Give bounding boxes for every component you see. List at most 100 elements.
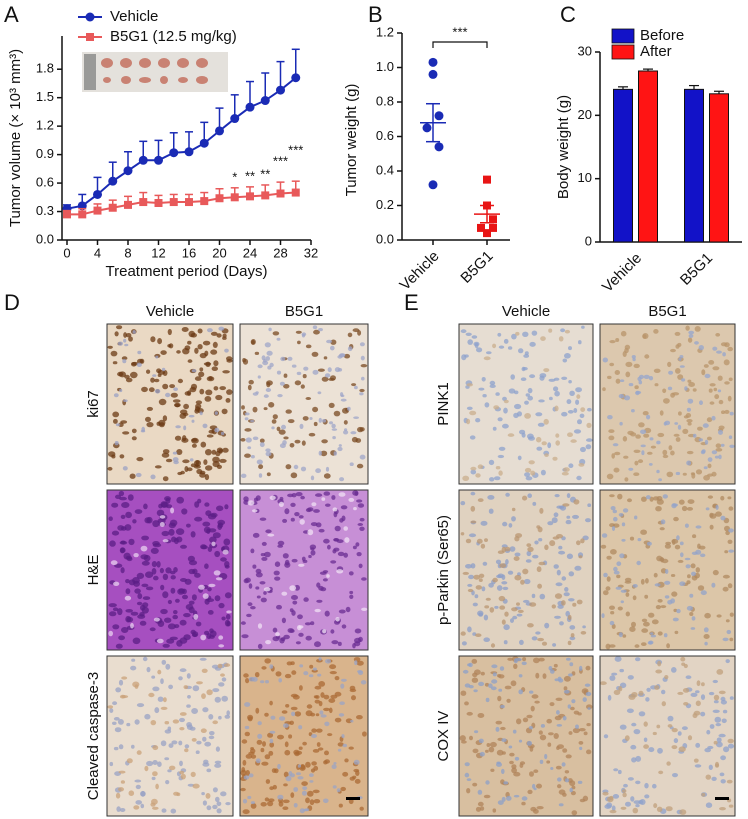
cell	[557, 604, 564, 609]
cell	[641, 496, 647, 502]
cell	[307, 529, 314, 536]
x-tick-label: 32	[304, 245, 318, 260]
marker	[422, 123, 432, 133]
cell	[107, 345, 113, 349]
cell	[529, 746, 534, 752]
cell	[515, 657, 522, 662]
cell	[499, 605, 506, 610]
cell	[516, 718, 522, 725]
cell	[126, 616, 134, 623]
cell	[222, 447, 229, 453]
cell	[632, 357, 636, 362]
cell	[308, 554, 312, 559]
cell	[267, 732, 274, 738]
cell	[250, 803, 257, 809]
cell	[256, 595, 261, 599]
cell	[323, 694, 330, 700]
cell	[264, 658, 272, 664]
cell	[252, 509, 258, 513]
cell	[311, 351, 319, 357]
cell	[125, 588, 131, 595]
cell	[539, 375, 545, 381]
cell	[493, 405, 500, 410]
cell	[125, 511, 132, 519]
cell	[242, 798, 248, 804]
cell	[477, 789, 483, 795]
cell	[618, 632, 623, 638]
cell	[112, 411, 120, 418]
cell	[144, 713, 151, 720]
cell	[500, 704, 505, 709]
cell	[161, 530, 170, 537]
cell	[551, 517, 558, 524]
cell	[521, 796, 528, 801]
cell	[643, 374, 650, 379]
cell	[529, 602, 537, 607]
marker	[428, 69, 438, 79]
cell	[563, 467, 570, 472]
cell	[568, 731, 573, 735]
cell	[125, 609, 133, 613]
cell	[638, 711, 646, 717]
cell	[700, 590, 707, 596]
cell	[561, 576, 567, 581]
row-label: COX IV	[435, 711, 452, 762]
cell	[697, 426, 703, 431]
cell	[144, 517, 151, 524]
cell	[247, 795, 252, 800]
cell	[523, 354, 530, 358]
cell	[162, 591, 169, 599]
cell	[277, 540, 285, 546]
cell	[573, 499, 580, 505]
cell	[206, 805, 212, 811]
cell	[585, 665, 591, 671]
cell	[261, 541, 267, 546]
cell	[625, 361, 633, 368]
cell	[521, 661, 527, 666]
cell	[341, 624, 347, 629]
cell	[309, 664, 314, 669]
cell	[571, 785, 576, 790]
cell	[355, 542, 360, 547]
cell	[109, 708, 114, 713]
cell	[690, 627, 696, 630]
cell	[504, 611, 509, 617]
cell	[613, 516, 618, 522]
cell	[191, 443, 197, 448]
cell	[619, 668, 624, 673]
cell	[115, 643, 123, 649]
cell	[224, 714, 231, 719]
cell	[503, 399, 509, 404]
x-tick-label: Vehicle	[396, 248, 442, 294]
cell	[356, 552, 362, 557]
cell	[279, 381, 285, 386]
cell	[337, 748, 342, 752]
y-tick-label: 30	[578, 43, 592, 58]
cell	[248, 583, 253, 589]
cell	[213, 360, 219, 367]
cell	[348, 571, 354, 576]
cell	[582, 625, 586, 629]
x-tick-label: B5G1	[677, 250, 716, 289]
cell	[472, 782, 478, 787]
cell	[220, 791, 227, 797]
cell	[324, 721, 330, 727]
cell	[156, 421, 161, 426]
cell	[285, 409, 292, 414]
cell	[250, 419, 255, 423]
cell	[199, 352, 207, 359]
cell	[165, 458, 173, 463]
cell	[470, 505, 476, 512]
cell	[124, 595, 132, 601]
cell	[619, 421, 623, 426]
cell	[724, 550, 729, 554]
cell	[727, 395, 732, 402]
cell	[186, 722, 193, 728]
cell	[244, 453, 251, 458]
cell	[624, 344, 631, 350]
cell	[301, 333, 306, 338]
cell	[464, 354, 469, 358]
cell	[214, 427, 220, 433]
cell	[462, 669, 469, 674]
cell	[332, 549, 337, 554]
